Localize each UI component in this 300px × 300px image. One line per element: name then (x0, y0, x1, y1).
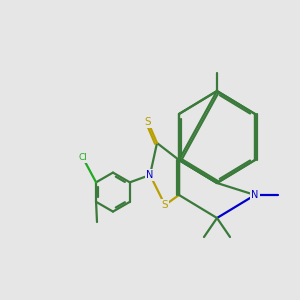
Text: S: S (145, 117, 151, 127)
Text: Cl: Cl (79, 154, 87, 163)
Text: N: N (146, 170, 154, 180)
Text: Cl: Cl (79, 154, 87, 163)
Text: N: N (251, 190, 259, 200)
Text: S: S (162, 200, 168, 210)
Text: N: N (251, 190, 259, 200)
Text: N: N (146, 170, 154, 180)
Text: S: S (162, 200, 168, 210)
Text: S: S (145, 117, 151, 127)
